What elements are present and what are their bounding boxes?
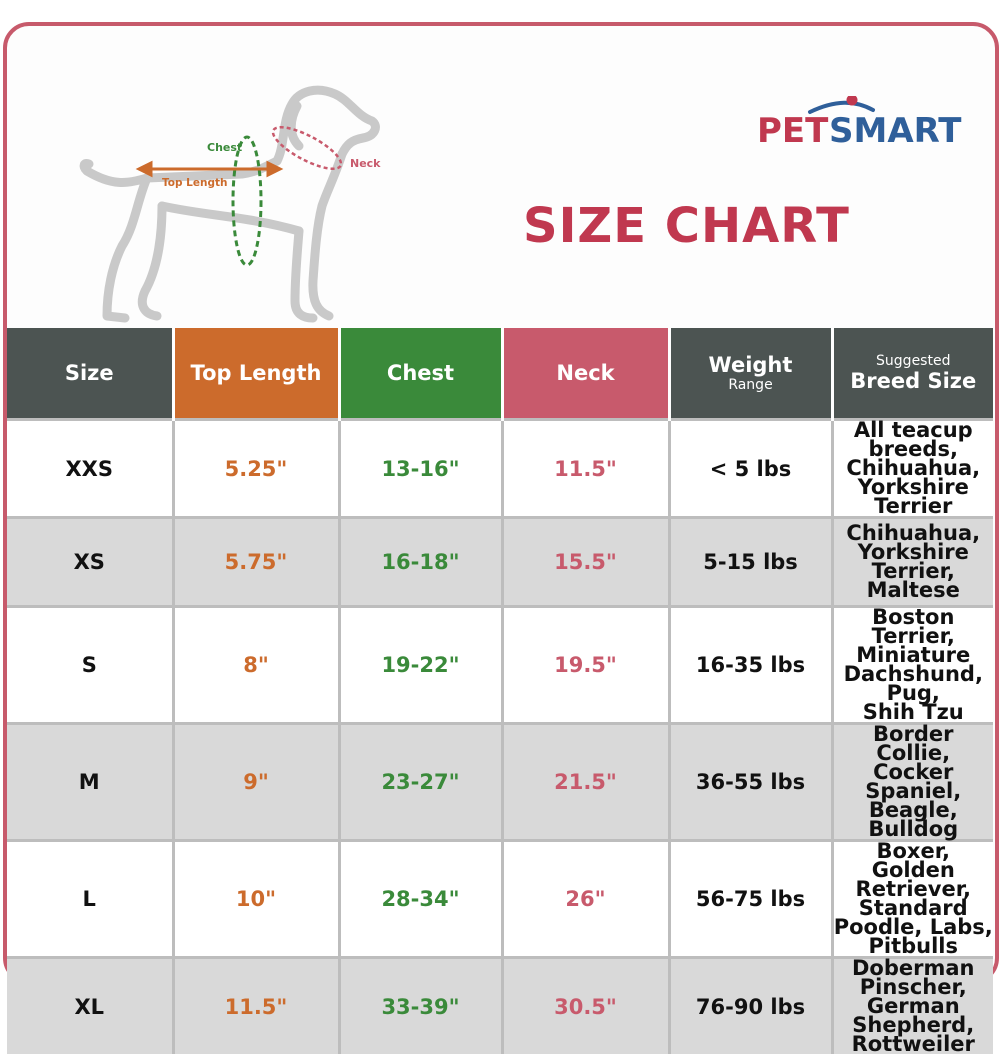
cell-weight: 76-90 lbs: [667, 956, 832, 1054]
cell-neck: 15.5": [500, 516, 669, 607]
breed-line: Yorkshire Terrier,: [857, 540, 969, 583]
breed-line: Yorkshire Terrier: [857, 475, 969, 518]
cell-weight: 5-15 lbs: [667, 516, 832, 607]
cell-weight: 56-75 lbs: [667, 839, 832, 958]
cell-size: M: [7, 722, 173, 841]
table-header-row: Size Top Length Chest Neck Weight Range …: [7, 328, 993, 420]
cell-top-length: 11.5": [171, 956, 339, 1054]
petsmart-logo: PET SMART: [757, 96, 962, 151]
breed-line: Boxer, Golden: [871, 839, 955, 882]
table-row: S 8" 19-22" 19.5" 16-35 lbs Boston Terrier, Mi…: [7, 605, 993, 724]
cell-size: XS: [7, 516, 173, 607]
chest-loop-icon: [231, 135, 263, 267]
page-title: SIZE CHART: [523, 198, 850, 254]
table-row: M 9" 23-27" 21.5" 36-55 lbs Border Collie, Coc…: [7, 722, 993, 841]
cell-size: S: [7, 605, 173, 724]
dog-outline-icon: [79, 85, 380, 323]
breed-line: All teacup breeds,: [853, 418, 973, 461]
cell-weight: < 5 lbs: [667, 418, 832, 518]
dog-measurement-diagram: Chest Top Length Neck: [79, 85, 381, 323]
header-weight: Weight Range: [667, 328, 832, 420]
breed-line: Dachshund, Pug,: [843, 662, 983, 705]
cell-breeds: All teacup breeds, Chihuahua, Yorkshire Te…: [830, 418, 993, 518]
size-table: Size Top Length Chest Neck Weight Range …: [7, 328, 993, 1056]
header-breed: Suggested Breed Size: [830, 328, 993, 420]
cell-top-length: 9": [171, 722, 339, 841]
table-body: XXS 5.25" 13-16" 11.5" < 5 lbs All teacup bre…: [7, 418, 993, 1056]
length-arrow-icon: [135, 160, 284, 178]
breed-line: Chihuahua,: [846, 521, 981, 545]
cell-chest: 16-18": [337, 516, 502, 607]
cell-neck: 21.5": [500, 722, 669, 841]
breed-line: Boston Terrier,: [871, 605, 955, 648]
cell-size: XXS: [7, 418, 173, 518]
header-top-length: Top Length: [171, 328, 339, 420]
cell-size: L: [7, 839, 173, 958]
cell-top-length: 8": [171, 605, 339, 724]
cell-weight: 16-35 lbs: [667, 605, 832, 724]
header-chest: Chest: [337, 328, 502, 420]
logo-smart-text: SMART: [829, 111, 962, 151]
logo-pet-text: PET: [757, 111, 829, 151]
cell-neck: 30.5": [500, 956, 669, 1054]
breed-line: Doberman Pinscher,: [852, 956, 975, 999]
header-breed-sub: Suggested: [876, 353, 951, 369]
cell-breeds: Boston Terrier, Miniature Dachshund, Pug, S…: [830, 605, 993, 724]
cell-chest: 33-39": [337, 956, 502, 1054]
breed-line: Pitbulls: [868, 934, 958, 958]
cell-neck: 11.5": [500, 418, 669, 518]
cell-breeds: Doberman Pinscher, German Shepherd, Rottwe…: [830, 956, 993, 1056]
cell-top-length: 10": [171, 839, 339, 958]
neck-loop-icon: [271, 126, 343, 170]
neck-label: Neck: [350, 157, 381, 170]
breed-line: Border Collie,: [873, 722, 954, 765]
cell-top-length: 5.75": [171, 516, 339, 607]
logo-ball-icon: [846, 96, 858, 106]
chest-label: Chest: [207, 141, 242, 154]
cell-top-length: 5.25": [171, 418, 339, 518]
cell-breeds: Boxer, Golden Retriever, Standard Poodle, …: [830, 839, 993, 958]
breed-line: Beagle, Bulldog: [868, 798, 959, 841]
header-breed-main: Breed Size: [850, 369, 977, 393]
table-row: XL 11.5" 33-39" 30.5" 76-90 lbs Doberman Pins…: [7, 956, 993, 1056]
cell-neck: 19.5": [500, 605, 669, 724]
cell-weight: 36-55 lbs: [667, 722, 832, 841]
breed-line: Shih Tzu: [862, 700, 964, 724]
breed-line: Rottweiler: [851, 1032, 975, 1056]
table-row: XS 5.75" 16-18" 15.5" 5-15 lbs Chihuahua, York…: [7, 516, 993, 607]
cell-neck: 26": [500, 839, 669, 958]
cell-chest: 19-22": [337, 605, 502, 724]
header-weight-main: Weight: [708, 353, 793, 377]
cell-breeds: Border Collie, Cocker Spaniel, Beagle, Bul…: [830, 722, 993, 841]
breed-line: Retriever, Standard: [855, 877, 971, 920]
cell-chest: 28-34": [337, 839, 502, 958]
header-size: Size: [7, 328, 173, 420]
cell-breeds: Chihuahua, Yorkshire Terrier, Maltese: [830, 516, 993, 607]
breed-line: Miniature: [856, 643, 971, 667]
logo-swoosh-icon: [808, 100, 875, 114]
breed-line: Maltese: [866, 578, 960, 602]
table-row: XXS 5.25" 13-16" 11.5" < 5 lbs All teacup bre…: [7, 418, 993, 518]
header-neck: Neck: [500, 328, 669, 420]
cell-size: XL: [7, 956, 173, 1054]
cell-chest: 23-27": [337, 722, 502, 841]
top-length-label: Top Length: [162, 177, 227, 189]
breed-line: German Shepherd,: [852, 994, 975, 1037]
breed-line: Chihuahua,: [846, 456, 981, 480]
breed-line: Poodle, Labs,: [833, 915, 993, 939]
table-row: L 10" 28-34" 26" 56-75 lbs Boxer, Golden Retri…: [7, 839, 993, 958]
breed-line: Cocker Spaniel,: [865, 760, 962, 803]
header-weight-sub: Range: [728, 377, 773, 393]
cell-chest: 13-16": [337, 418, 502, 518]
